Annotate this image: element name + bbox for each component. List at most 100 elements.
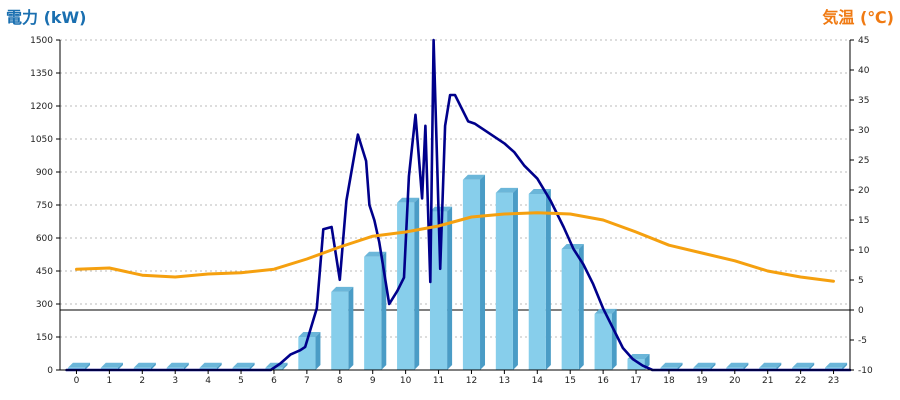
- power-bar: [495, 187, 518, 370]
- power-bar-side: [842, 362, 848, 370]
- power-bar-top: [232, 362, 255, 368]
- right-tick-label: 15: [858, 216, 869, 226]
- x-tick-label: 2: [139, 376, 145, 386]
- power-bar-top: [693, 362, 716, 368]
- power-bar-top: [166, 362, 189, 368]
- left-tick-label: 0: [47, 366, 53, 376]
- x-tick-label: 9: [370, 376, 376, 386]
- power-bar-top: [331, 286, 354, 292]
- x-tick-label: 6: [271, 376, 277, 386]
- power-bar-top: [792, 362, 815, 368]
- power-bar-top: [199, 362, 222, 368]
- power-bar: [397, 197, 420, 370]
- power-bar-side: [480, 174, 486, 370]
- left-tick-label: 450: [36, 267, 53, 277]
- power-bar-side: [249, 362, 255, 370]
- power-bar-side: [183, 362, 189, 370]
- power-bar-front: [331, 291, 349, 370]
- grid-lines: [60, 39, 850, 338]
- power-bar-front: [364, 256, 382, 370]
- power-bar-front: [528, 194, 546, 370]
- x-tick-label: 4: [205, 376, 211, 386]
- power-bar-side: [677, 362, 683, 370]
- right-tick-label: 35: [858, 96, 869, 106]
- series-lines: [65, 38, 852, 372]
- power-bar-top: [100, 362, 123, 368]
- left-tick-label: 1050: [30, 135, 53, 145]
- right-tick-label: 25: [858, 156, 869, 166]
- power-bar-side: [776, 362, 782, 370]
- power-bar-front: [561, 249, 579, 370]
- power-bar-top: [759, 362, 782, 368]
- left-tick-label: 750: [36, 201, 53, 211]
- x-tick-label: 18: [663, 376, 675, 386]
- power-bar-front: [397, 202, 415, 370]
- power-bar-side: [85, 362, 91, 370]
- x-tick-label: 15: [564, 376, 575, 386]
- x-tick-label: 0: [74, 376, 80, 386]
- right-tick-label: -5: [858, 336, 867, 346]
- power-bar-top: [495, 187, 518, 193]
- left-tick-label: 300: [36, 300, 53, 310]
- x-tick-label: 7: [304, 376, 310, 386]
- power-bar-front: [462, 179, 481, 370]
- x-tick-label: 19: [696, 376, 708, 386]
- x-tick-label: 1: [107, 376, 113, 386]
- power-bar-top: [462, 174, 486, 180]
- axes: 0 150 300 450 600 750 9 0 0 1050 1200 1350 1500 -10 -5…: [30, 36, 873, 386]
- power-bar-side: [545, 189, 551, 370]
- power-bar-front: [627, 359, 645, 370]
- x-tick-label: 22: [795, 376, 806, 386]
- left-tick-label: 150: [36, 333, 53, 343]
- right-tick-label: 10: [858, 246, 870, 256]
- power-bar-side: [117, 362, 123, 370]
- power-bar-side: [512, 187, 518, 370]
- power-bar-front: [429, 211, 448, 370]
- right-tick-label: 45: [858, 36, 869, 46]
- right-tick-label: -10: [858, 366, 873, 376]
- power-bar-side: [710, 362, 716, 370]
- power-bar: [331, 286, 354, 370]
- right-tick-label: 30: [858, 126, 870, 136]
- right-tick-label: 40: [858, 66, 870, 76]
- right-tick-label: 0: [858, 306, 864, 316]
- left-tick-label: 1200: [30, 102, 53, 112]
- x-tick-label: 14: [532, 376, 544, 386]
- power-bar-top: [824, 362, 848, 368]
- power-bar: [594, 308, 617, 370]
- power-bar-top: [67, 362, 91, 368]
- x-tick-label: 3: [172, 376, 178, 386]
- power-line: [65, 38, 852, 372]
- temperature-line: [75, 211, 835, 283]
- right-tick-label: 5: [858, 276, 864, 286]
- left-tick-label: 1350: [30, 69, 53, 79]
- power-bar: [429, 206, 453, 370]
- power-bar-side: [315, 332, 321, 370]
- x-tick-label: 5: [238, 376, 244, 386]
- power-bar: [528, 189, 551, 370]
- power-bar-top: [660, 362, 683, 368]
- x-tick-label: 10: [400, 376, 412, 386]
- power-bar-side: [743, 362, 749, 370]
- right-tick-label: 20: [858, 186, 870, 196]
- left-tick-label: 600: [36, 234, 53, 244]
- power-bar: [561, 244, 584, 370]
- power-bar-side: [447, 206, 453, 370]
- power-bar-front: [298, 337, 316, 370]
- power-bar-side: [216, 362, 222, 370]
- power-bar-side: [414, 197, 420, 370]
- power-bar-side: [578, 244, 584, 370]
- left-tick-label: 1500: [30, 36, 53, 46]
- power-bar-front: [594, 313, 612, 370]
- x-tick-label: 11: [433, 376, 444, 386]
- x-tick-label: 20: [729, 376, 741, 386]
- power-bar-side: [282, 362, 288, 370]
- power-bar-front: [495, 192, 513, 370]
- power-bar-top: [133, 362, 156, 368]
- x-tick-label: 23: [828, 376, 839, 386]
- power-bar-side: [809, 362, 815, 370]
- right-axis-title: 気温 (℃): [822, 8, 894, 27]
- x-tick-label: 8: [337, 376, 343, 386]
